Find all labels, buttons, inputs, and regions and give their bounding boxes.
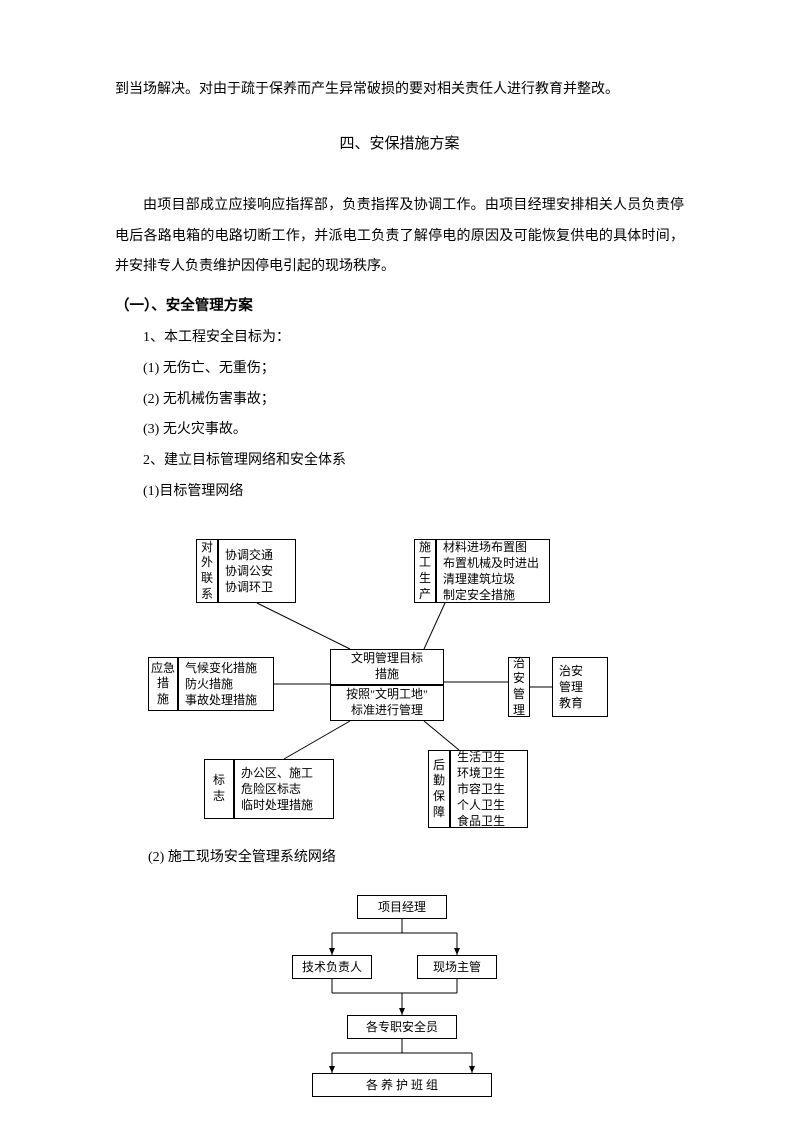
flowchart-node-emerg_box: 气候变化措施防火措施事故处理措施	[178, 657, 274, 711]
management-network-diagram: 对外联系协调交通协调公安协调环卫 施工生产材料进场布置图布置机械及时进出清理建筑垃…	[148, 535, 648, 845]
flowchart-node-log_tag: 后勤保障	[428, 750, 450, 828]
section-heading: 四、安保措施方案	[115, 128, 684, 161]
list-item: (2) 施工现场安全管理系统网络	[148, 843, 336, 874]
flowchart-node-sec_tag: 治安管理	[508, 657, 530, 717]
tree-node-team: 各 养 护 班 组	[312, 1073, 492, 1097]
safety-system-diagram: 项目经理技术负责人 现场主管各专职安全员各 养 护 班 组	[242, 895, 562, 1105]
list-item: (1) 无伤亡、无重伤；	[115, 354, 684, 385]
tree-node-pm: 项目经理	[357, 895, 447, 919]
subsection-heading: （一）、安全管理方案	[115, 291, 684, 323]
list-item: (3) 无火灾事故。	[115, 415, 684, 446]
flowchart-node-ext_box: 协调交通协调公安协调环卫	[218, 539, 296, 603]
flowchart-node-center_bot: 按照"文明工地"标准进行管理	[330, 685, 444, 721]
flowchart-node-ext_tag: 对外联系	[196, 539, 218, 603]
list-item: (2) 无机械伤害事故；	[115, 385, 684, 416]
paragraph-1: 到当场解决。对由于疏于保养而产生异常破损的要对相关责任人进行教育并整改。	[115, 75, 684, 106]
tree-node-safe: 各专职安全员	[347, 1015, 457, 1039]
list-item: (1)目标管理网络	[115, 477, 684, 508]
flowchart-node-prod_tag: 施工生产	[414, 539, 436, 603]
tree-node-tech: 技术负责人	[292, 955, 372, 979]
flowchart-node-sign_tag: 标志	[204, 759, 234, 819]
list-item: 1、本工程安全目标为：	[115, 323, 684, 354]
list-item: 2、建立目标管理网络和安全体系	[115, 446, 684, 477]
flowchart-node-center_top: 文明管理目标措施	[330, 649, 444, 685]
flowchart-node-log_box: 生活卫生环境卫生市容卫生个人卫生食品卫生	[450, 750, 528, 828]
flowchart-node-prod_box: 材料进场布置图布置机械及时进出清理建筑垃圾制定安全措施	[436, 539, 550, 603]
flowchart-node-sign_box: 办公区、施工危险区标志临时处理措施	[234, 759, 334, 819]
tree-node-sup: 现场主管	[417, 955, 497, 979]
paragraph-2: 由项目部成立应接响应指挥部，负责指挥及协调工作。由项目经理安排相关人员负责停电后…	[115, 191, 684, 283]
flowchart-node-emerg_tag: 应急措施	[148, 657, 178, 711]
flowchart-node-sec_box: 治安管理教育	[552, 657, 608, 717]
